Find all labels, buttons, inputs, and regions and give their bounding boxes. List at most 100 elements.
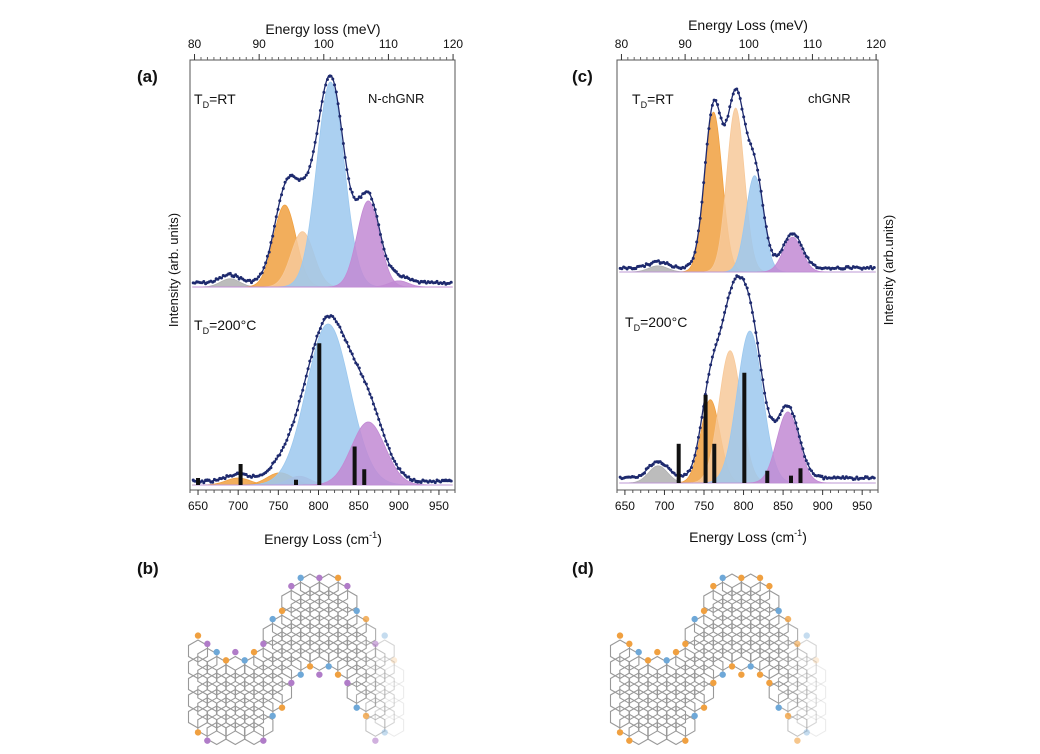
- data-point: [709, 113, 713, 117]
- data-point: [265, 254, 269, 258]
- data-point: [272, 460, 276, 464]
- edge-atom: [381, 632, 388, 639]
- data-point: [797, 435, 801, 439]
- edge-atom: [306, 663, 314, 670]
- data-point: [690, 465, 693, 469]
- calc-mode-stick: [765, 470, 770, 483]
- bottom-tick-label: 650: [615, 499, 635, 513]
- bottom-tick-label: 750: [268, 499, 288, 513]
- data-point: [696, 435, 700, 439]
- edge-atom: [213, 648, 220, 656]
- data-point: [794, 421, 798, 425]
- bottom-tick-label: 700: [228, 499, 248, 513]
- data-point: [384, 254, 388, 258]
- data-point: [742, 115, 746, 119]
- data-point: [393, 459, 397, 463]
- edge-atom: [784, 615, 792, 623]
- hexagon-ring: [787, 713, 808, 737]
- data-point: [306, 367, 310, 371]
- calc-mode-stick: [703, 394, 708, 483]
- hexagon-ring: [796, 688, 817, 713]
- data-point: [311, 150, 315, 154]
- data-point: [757, 178, 761, 182]
- data-point: [736, 91, 740, 95]
- data-point: [244, 473, 248, 477]
- panel-label-b: (b): [137, 559, 159, 578]
- data-point: [683, 266, 687, 270]
- data-point: [343, 338, 347, 342]
- data-point: [872, 476, 876, 480]
- data-point: [643, 265, 647, 269]
- edge-atom: [710, 582, 717, 590]
- data-point: [728, 291, 732, 295]
- edge-atom: [204, 640, 211, 648]
- data-point: [853, 477, 857, 481]
- edge-atom: [626, 640, 633, 648]
- data-point: [761, 203, 765, 207]
- data-point: [723, 311, 727, 315]
- fit-peak: [192, 421, 453, 486]
- edge-atom: [269, 712, 276, 720]
- data-point: [333, 317, 337, 321]
- data-point: [283, 442, 287, 446]
- data-point: [320, 321, 324, 325]
- hexagon-ring: [253, 713, 274, 737]
- data-point: [382, 433, 386, 437]
- data-point: [202, 481, 206, 485]
- edge-atom: [700, 704, 708, 711]
- edge-atom: [194, 729, 202, 736]
- data-point: [308, 359, 312, 363]
- hexagon-ring: [675, 713, 696, 737]
- data-point: [398, 467, 402, 471]
- data-point: [750, 147, 754, 151]
- data-point: [380, 428, 384, 432]
- hexagon-ring: [281, 655, 302, 680]
- data-point: [764, 225, 768, 229]
- fit-peak: [192, 323, 453, 486]
- hexagon-ring: [355, 622, 377, 647]
- hexagon-ring: [374, 705, 395, 729]
- data-point: [356, 197, 360, 201]
- data-point: [331, 315, 335, 319]
- edge-atom: [616, 632, 624, 639]
- data-point: [391, 456, 395, 460]
- edge-atom: [344, 582, 351, 590]
- edge-atom: [747, 663, 754, 670]
- data-point: [370, 197, 374, 201]
- data-point: [651, 462, 655, 466]
- data-point: [283, 180, 287, 184]
- plot-frame: [189, 59, 456, 491]
- data-point: [292, 420, 296, 424]
- data-point: [803, 455, 807, 459]
- data-point: [693, 250, 697, 254]
- data-point: [262, 266, 266, 270]
- edge-atom: [756, 574, 764, 582]
- data-point: [223, 477, 227, 481]
- data-point: [710, 103, 714, 107]
- data-point: [257, 275, 261, 279]
- data-point: [810, 469, 814, 473]
- data-point: [813, 263, 817, 267]
- hexagon-ring: [759, 589, 780, 614]
- data-point: [313, 140, 317, 144]
- data-point: [318, 326, 322, 330]
- data-point: [382, 247, 386, 251]
- hexagon-ring: [383, 664, 405, 688]
- data-point: [348, 187, 352, 191]
- edge-atom: [803, 632, 810, 639]
- edge-atom: [766, 679, 773, 687]
- data-point: [790, 412, 794, 416]
- data-point: [356, 363, 360, 367]
- data-point: [754, 161, 758, 165]
- edge-atom: [654, 648, 661, 656]
- top-tick-label: 110: [379, 37, 398, 51]
- data-point: [212, 279, 216, 283]
- data-point: [688, 469, 692, 473]
- data-point: [304, 173, 308, 177]
- data-point: [771, 417, 775, 421]
- data-point: [299, 394, 303, 398]
- data-point: [843, 267, 847, 271]
- edge-atom: [691, 712, 698, 720]
- data-point: [869, 264, 873, 268]
